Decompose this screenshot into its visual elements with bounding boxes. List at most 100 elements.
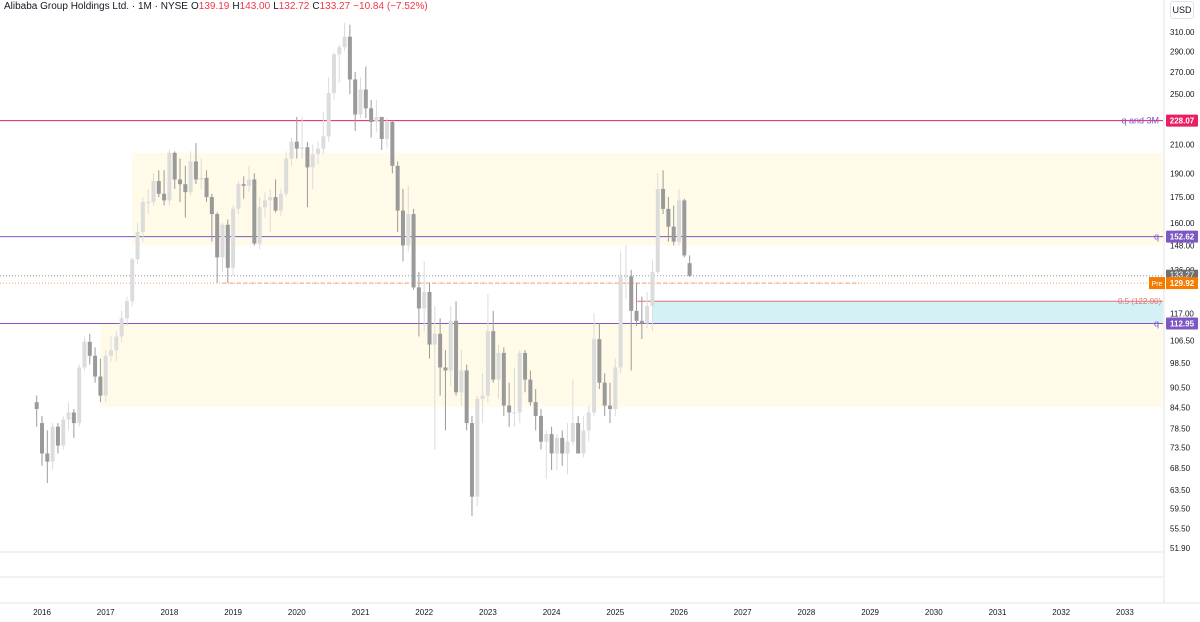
candle-body xyxy=(331,54,336,93)
time-tick-label: 2032 xyxy=(1052,608,1070,617)
premarket-badge xyxy=(1149,277,1165,290)
candle-body xyxy=(215,214,220,258)
candle-body xyxy=(321,136,326,149)
candle-body xyxy=(379,116,384,139)
candle-body xyxy=(661,188,666,209)
candle-body xyxy=(353,79,358,115)
time-tick-label: 2021 xyxy=(352,608,370,617)
candle-body xyxy=(475,398,480,497)
time-axis[interactable]: 2016 2017 2018 2019 2020 2021 2022 2023 2024 2025… xyxy=(33,608,1134,617)
price-tick-label: 117.00 xyxy=(1170,309,1194,318)
time-tick-label: 2020 xyxy=(288,608,306,617)
candle-body xyxy=(592,339,597,413)
candle-body xyxy=(109,350,114,356)
premarket-badge-text: Pre xyxy=(1152,281,1163,288)
candle-body xyxy=(448,320,453,371)
candle-body xyxy=(252,179,257,244)
candles xyxy=(34,22,692,516)
candle-body xyxy=(278,193,283,211)
level-lines: 0.5 (122.00) q and 3M q q xyxy=(0,116,1163,328)
candle-body xyxy=(570,423,575,442)
candle-body xyxy=(581,430,586,454)
candle-body xyxy=(231,208,236,268)
price-tick-label: 106.50 xyxy=(1170,336,1195,345)
candle-body xyxy=(613,367,618,409)
level-tag-text: 228.07 xyxy=(1170,117,1195,126)
time-tick-label: 2030 xyxy=(925,608,943,617)
price-tick-label: 175.00 xyxy=(1170,193,1195,202)
candle-body xyxy=(146,202,151,204)
candle-body xyxy=(220,224,225,258)
candle-body xyxy=(400,210,405,246)
candle-body xyxy=(438,333,443,368)
candle-body xyxy=(618,276,623,368)
time-tick-label: 2024 xyxy=(543,608,561,617)
symbol-title[interactable]: Alibaba Group Holdings Ltd. · 1M · NYSE xyxy=(4,1,188,12)
candle-body xyxy=(199,177,204,180)
price-tick-label: 210.00 xyxy=(1170,140,1195,149)
candle-body xyxy=(188,161,193,193)
time-tick-label: 2027 xyxy=(734,608,752,617)
price-axis[interactable]: 310.00290.00270.00250.00230.00210.00190.… xyxy=(0,0,1200,604)
candle-body xyxy=(55,426,60,446)
candle-body xyxy=(416,287,421,309)
candle-body xyxy=(358,89,363,115)
candle-body xyxy=(597,339,602,383)
candle-body xyxy=(268,197,273,201)
candle-body xyxy=(103,355,108,396)
level-tag xyxy=(1166,114,1198,127)
candle-body xyxy=(236,184,241,209)
open-value: 139.19 xyxy=(198,1,230,12)
candle-body xyxy=(390,121,395,166)
time-tick-label: 2023 xyxy=(479,608,497,617)
level-tag xyxy=(1166,230,1198,243)
candle-body xyxy=(204,177,209,198)
candle-body xyxy=(443,367,448,371)
candle-body xyxy=(634,310,639,321)
candle-body xyxy=(639,320,644,324)
price-tick-label: 59.50 xyxy=(1170,505,1191,514)
candle-body xyxy=(491,331,496,380)
candle-body xyxy=(93,355,98,377)
price-tick-label: 51.90 xyxy=(1170,544,1191,553)
time-tick-label: 2018 xyxy=(161,608,179,617)
price-tick-label: 78.50 xyxy=(1170,425,1191,434)
candle-body xyxy=(247,179,252,186)
candle-body xyxy=(284,158,289,194)
candle-body xyxy=(124,301,129,319)
level-tag-text: 152.62 xyxy=(1170,233,1195,242)
candle-body xyxy=(156,181,161,194)
high-label: H xyxy=(232,1,240,12)
candle-body xyxy=(523,352,528,380)
low-label: L xyxy=(273,1,279,12)
candle-body xyxy=(294,141,299,149)
level-label-1: q xyxy=(1154,232,1159,242)
candle-body xyxy=(87,341,92,356)
close-label: C xyxy=(312,1,320,12)
candle-body xyxy=(517,352,522,413)
price-tick-label: 73.50 xyxy=(1170,444,1191,453)
candle-body xyxy=(326,92,331,137)
candle-body xyxy=(496,352,501,380)
candle-body xyxy=(241,184,246,186)
symbol-legend[interactable]: Alibaba Group Holdings Ltd. · 1M · NYSE … xyxy=(4,1,428,12)
time-tick-label: 2022 xyxy=(415,608,433,617)
candle-body xyxy=(576,423,581,454)
time-tick-label: 2031 xyxy=(989,608,1007,617)
candle-body xyxy=(549,434,554,454)
candle-body xyxy=(464,370,469,424)
candle-body xyxy=(538,415,543,442)
candle-body xyxy=(273,197,278,211)
time-tick-label: 2028 xyxy=(798,608,816,617)
candle-body xyxy=(666,208,671,227)
candle-body xyxy=(162,193,167,201)
candle-body xyxy=(385,121,390,139)
fib-box xyxy=(652,301,1163,324)
time-tick-label: 2029 xyxy=(861,608,879,617)
currency-button[interactable]: USD xyxy=(1170,1,1194,19)
level-label-2: q xyxy=(1154,318,1159,328)
candle-body xyxy=(512,412,517,414)
candle-body xyxy=(687,263,692,276)
